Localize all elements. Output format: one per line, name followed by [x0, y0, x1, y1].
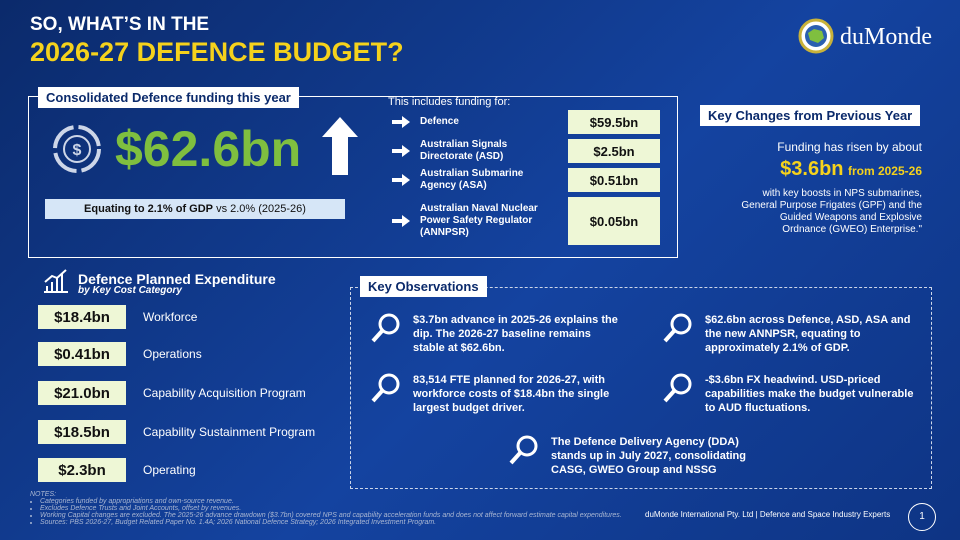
expenditure-amount: $21.0bn	[38, 381, 126, 405]
money-icon: $	[53, 125, 101, 173]
include-amount: $0.05bn	[568, 197, 660, 245]
key-changes-intro: Funding has risen by about	[777, 140, 922, 154]
svg-text:$: $	[73, 142, 82, 159]
key-changes-amount-line: $3.6bn from 2025-26	[700, 158, 922, 181]
title-line2: 2026-27 DEFENCE BUDGET?	[30, 37, 404, 67]
title-line1: SO, WHAT’S IN THE	[30, 14, 210, 35]
funding-box	[28, 96, 678, 258]
observations-title: Key Observations	[360, 276, 487, 297]
item-arrow	[392, 145, 410, 157]
key-changes-since: from 2025-26	[847, 164, 922, 178]
observation: -$3.6bn FX headwind. USD-priced capabili…	[705, 374, 914, 414]
page-number: 1	[908, 503, 936, 531]
magnifier-icon	[371, 313, 400, 343]
chart-icon	[44, 269, 68, 293]
observation: $3.7bn advance in 2025-26 explains the d…	[413, 314, 618, 354]
expenditure-subtitle: by Key Cost Category	[78, 285, 182, 296]
observations-box	[350, 287, 932, 489]
note: Categories funded by appropriations and …	[40, 498, 630, 505]
item-arrow	[392, 215, 410, 227]
includes-heading: This includes funding for:	[388, 96, 511, 108]
note: Sources: PBS 2026-27, Budget Related Pap…	[40, 519, 630, 526]
magnifier-icon	[371, 373, 400, 403]
expenditure-amount: $18.4bn	[38, 305, 126, 329]
notes: NOTES:Categories funded by appropriation…	[30, 491, 630, 526]
gdp-rest: vs 2.0% (2025-26)	[216, 203, 306, 215]
observation: 83,514 FTE planned for 2026-27, with wor…	[413, 374, 610, 414]
expenditure-label: Operations	[143, 347, 202, 361]
observation: The Defence Delivery Agency (DDA) stands…	[551, 436, 746, 476]
key-changes-amount: $3.6bn	[780, 158, 844, 180]
logo-text: duMonde	[840, 24, 932, 50]
include-name: Australian Signals Directorate (ASD)	[420, 139, 508, 162]
funding-label: Consolidated Defence funding this year	[38, 87, 299, 108]
magnifier-icon	[509, 435, 538, 465]
include-amount: $2.5bn	[568, 139, 660, 163]
funding-amount: $62.6bn	[115, 121, 302, 177]
up-arrow	[322, 117, 358, 175]
expenditure-label: Capability Sustainment Program	[143, 425, 316, 439]
include-amount: $59.5bn	[568, 110, 660, 134]
key-changes-title: Key Changes from Previous Year	[700, 105, 921, 126]
magnifier-icon	[663, 313, 692, 343]
footer-text: duMonde International Pty. Ltd | Defence…	[645, 510, 891, 519]
item-arrow	[392, 174, 410, 186]
expenditure-title: Defence Planned Expenditure	[78, 271, 276, 287]
expenditure-amount: $0.41bn	[38, 342, 126, 366]
expenditure-amount: $2.3bn	[38, 458, 126, 482]
observation: $62.6bn across Defence, ASD, ASA and the…	[705, 314, 911, 354]
expenditure-amount: $18.5bn	[38, 420, 126, 444]
key-changes-detail: with key boosts in NPS submarines, Gener…	[741, 188, 922, 235]
include-name: Australian Naval Nuclear Power Safety Re…	[420, 203, 538, 238]
magnifier-icon	[663, 373, 692, 403]
include-amount: $0.51bn	[568, 168, 660, 192]
notes-heading: NOTES:	[30, 491, 57, 498]
include-name: Australian Submarine Agency (ASA)	[420, 168, 524, 191]
item-arrow	[392, 116, 410, 128]
expenditure-label: Workforce	[143, 310, 198, 324]
note: Excludes Defence Trusts and Joint Accoun…	[40, 505, 630, 512]
note: Working Capital changes are excluded. Th…	[40, 512, 630, 519]
include-name: Defence	[420, 116, 459, 127]
logo-icon	[798, 18, 834, 54]
expenditure-label: Capability Acquisition Program	[143, 386, 306, 400]
gdp-strong: Equating to 2.1% of GDP	[84, 203, 213, 215]
expenditure-label: Operating	[143, 463, 196, 477]
gdp-bar: Equating to 2.1% of GDP vs 2.0% (2025-26…	[45, 199, 345, 219]
notes-list: Categories funded by appropriations and …	[30, 498, 630, 526]
